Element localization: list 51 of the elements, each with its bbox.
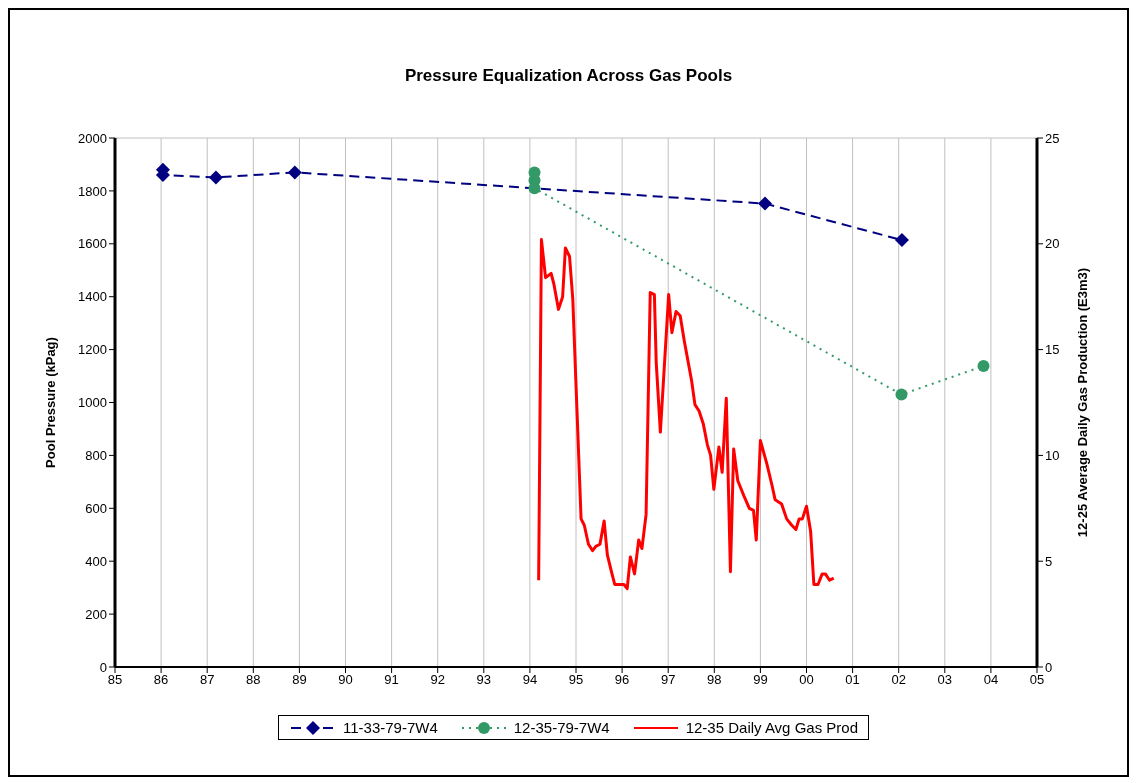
y2-tick-label: 15 (1045, 342, 1060, 358)
x-tick-label: 02 (891, 672, 906, 688)
y-tick-label: 800 (85, 448, 107, 464)
y2-tick-label: 20 (1045, 236, 1060, 252)
y-tick-label: 1600 (78, 236, 107, 252)
y2-tick-label: 0 (1045, 659, 1053, 675)
x-tick-label: 05 (1029, 672, 1045, 688)
x-tick-label: 85 (107, 672, 123, 688)
x-tick-label: 04 (983, 672, 999, 688)
point (758, 196, 773, 211)
y-tick-label: 1400 (78, 289, 107, 305)
x-tick-label: 88 (246, 672, 261, 688)
y-tick-label: 200 (85, 606, 107, 622)
x-tick-label: 96 (614, 672, 630, 688)
y2-axis-title: 12-25 Average Daily Gas Production (E3m3) (1074, 267, 1090, 538)
x-tick-label: 03 (937, 672, 953, 688)
y-tick-label: 1800 (78, 183, 107, 199)
line-series (537, 238, 836, 591)
x-tick-label: 86 (153, 672, 169, 688)
y2-tick-label: 25 (1045, 130, 1060, 146)
point (208, 170, 223, 185)
y-tick-label: 1000 (78, 395, 107, 411)
y-tick-label: 0 (99, 659, 107, 675)
x-tick-label: 89 (292, 672, 307, 688)
x-tick-label: 99 (753, 672, 768, 688)
y-tick-label: 400 (85, 553, 107, 569)
point (287, 165, 302, 180)
x-tick-label: 91 (384, 672, 399, 688)
x-tick-label: 92 (430, 672, 445, 688)
x-tick-label: 97 (660, 672, 676, 688)
x-tick-label: 90 (338, 672, 353, 688)
y-tick-label: 600 (85, 500, 107, 516)
point (977, 360, 990, 372)
legend-label: 12-35 Daily Avg Gas Prod (685, 719, 858, 736)
legend-label: 11-33-79-7W4 (343, 719, 438, 736)
x-tick-label: 98 (707, 672, 722, 688)
y-axis-title: Pool Pressure (kPag) (42, 337, 58, 468)
chart-title: Pressure Equalization Across Gas Pools (403, 66, 734, 86)
x-tick-label: 00 (799, 672, 814, 688)
legend-label: 12-35-79-7W4 (513, 719, 610, 736)
y2-tick-label: 10 (1045, 448, 1060, 464)
x-tick-label: 01 (845, 672, 860, 688)
y2-tick-label: 5 (1045, 553, 1053, 569)
y-tick-label: 2000 (78, 130, 107, 146)
x-tick-label: 93 (476, 672, 492, 688)
x-tick-label: 94 (522, 672, 538, 688)
point (894, 233, 909, 248)
x-tick-label: 87 (199, 672, 215, 688)
y-tick-label: 1200 (78, 342, 107, 358)
x-tick-label: 95 (568, 672, 584, 688)
point (895, 388, 908, 401)
